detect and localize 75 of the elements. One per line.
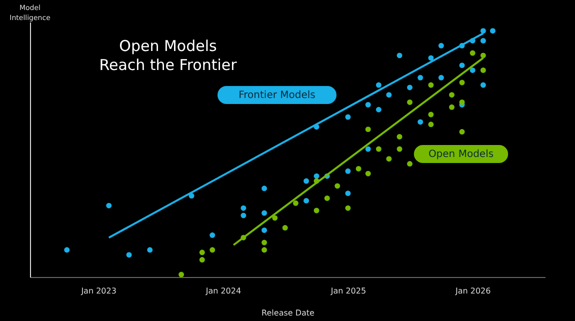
point: [314, 208, 320, 214]
point: [459, 129, 465, 135]
point: [345, 190, 351, 196]
point: [449, 104, 455, 110]
x-tick-label: Jan 2024: [204, 286, 242, 296]
point: [262, 228, 268, 233]
point: [240, 212, 246, 218]
point: [396, 134, 402, 140]
point: [396, 52, 402, 58]
point: [459, 100, 465, 105]
point: [365, 126, 371, 132]
point: [282, 225, 288, 231]
point: [126, 252, 132, 258]
point: [480, 82, 486, 88]
point: [365, 146, 371, 152]
point: [365, 102, 371, 108]
point: [210, 247, 216, 253]
point: [147, 247, 153, 253]
point: [396, 146, 402, 152]
x-tick-label: Jan 2023: [80, 286, 116, 296]
text: Open Models Reach the Frontier: [99, 37, 238, 74]
point: [345, 205, 351, 211]
x-axis-title: Release Date: [262, 308, 315, 318]
point: [262, 186, 268, 192]
text: Frontier Models: [238, 90, 316, 101]
point: [292, 200, 298, 206]
x-tick-label: Jan 2025: [330, 286, 366, 296]
point: [428, 55, 434, 61]
point: [345, 168, 351, 174]
point: [178, 272, 184, 278]
point: [480, 28, 486, 34]
point: [407, 100, 412, 105]
point: [407, 161, 412, 167]
point: [199, 257, 205, 263]
point: [262, 240, 268, 246]
point: [210, 232, 216, 238]
point: [407, 84, 412, 90]
point: [106, 202, 112, 208]
point: [428, 112, 434, 118]
point: [314, 173, 320, 179]
point: [490, 28, 496, 34]
point: [199, 250, 205, 256]
point: [470, 50, 476, 56]
point: [376, 146, 382, 152]
point: [428, 82, 434, 88]
point: [438, 74, 444, 80]
point: [262, 247, 268, 253]
point: [376, 82, 382, 88]
point: [438, 42, 444, 48]
series-label: Open Models: [428, 149, 494, 160]
point: [304, 178, 310, 184]
point: [428, 122, 434, 128]
point: [365, 170, 371, 176]
point: [449, 92, 455, 98]
point: [334, 183, 340, 189]
point: [459, 80, 465, 86]
point: [470, 68, 476, 73]
point: [376, 106, 382, 112]
point: [240, 205, 246, 211]
point: [262, 210, 268, 216]
point: [304, 198, 310, 204]
point: [345, 114, 351, 120]
x-tick-label: Jan 2026: [454, 286, 491, 296]
point: [480, 68, 486, 73]
point: [386, 92, 392, 98]
point: [272, 215, 278, 221]
point: [459, 62, 465, 68]
point: [480, 52, 486, 58]
point: [64, 247, 70, 253]
point: [480, 38, 486, 44]
point: [418, 74, 424, 80]
point: [356, 166, 362, 172]
point: [324, 196, 330, 201]
point: [418, 119, 424, 125]
point: [386, 156, 392, 162]
